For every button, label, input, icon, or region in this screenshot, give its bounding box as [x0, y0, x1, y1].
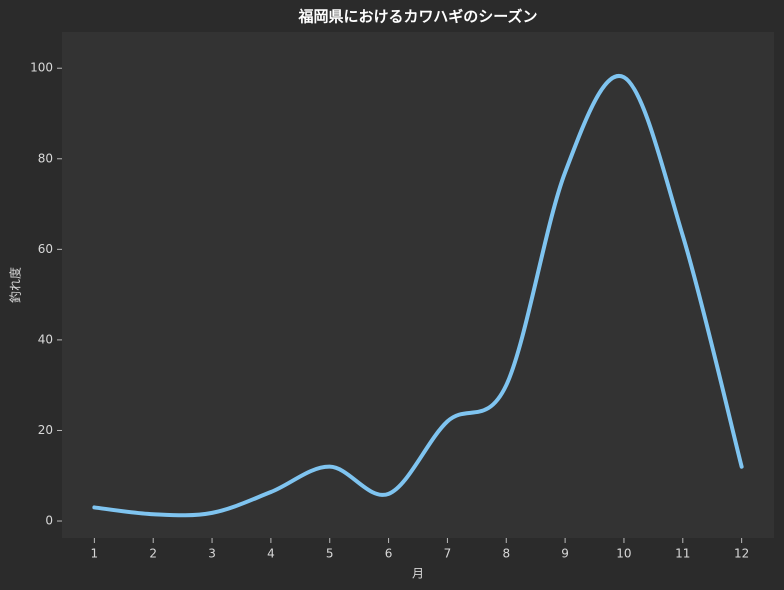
x-tick-label: 1: [91, 547, 99, 561]
y-tick-label: 0: [45, 514, 53, 528]
y-axis-label: 釣れ度: [8, 267, 23, 303]
x-tick-label: 9: [561, 547, 569, 561]
x-tick-label: 7: [444, 547, 452, 561]
y-tick-label: 40: [38, 332, 53, 346]
plot-area: [62, 32, 774, 538]
x-tick-label: 10: [616, 547, 631, 561]
x-axis-label: 月: [412, 567, 424, 581]
x-tick-label: 3: [208, 547, 216, 561]
y-tick-label: 80: [38, 151, 53, 165]
chart-title: 福岡県におけるカワハギのシーズン: [297, 8, 537, 26]
x-tick-label: 4: [267, 547, 275, 561]
x-tick-label: 11: [675, 547, 690, 561]
y-tick-label: 20: [38, 423, 53, 437]
data-line: [92, 74, 744, 518]
x-tick-label: 5: [326, 547, 334, 561]
x-tick-label: 2: [149, 547, 157, 561]
y-tick-label: 60: [38, 242, 53, 256]
y-tick-label: 100: [30, 61, 53, 75]
x-tick-label: 8: [502, 547, 510, 561]
x-tick-label: 12: [734, 547, 749, 561]
x-tick-label: 6: [385, 547, 393, 561]
